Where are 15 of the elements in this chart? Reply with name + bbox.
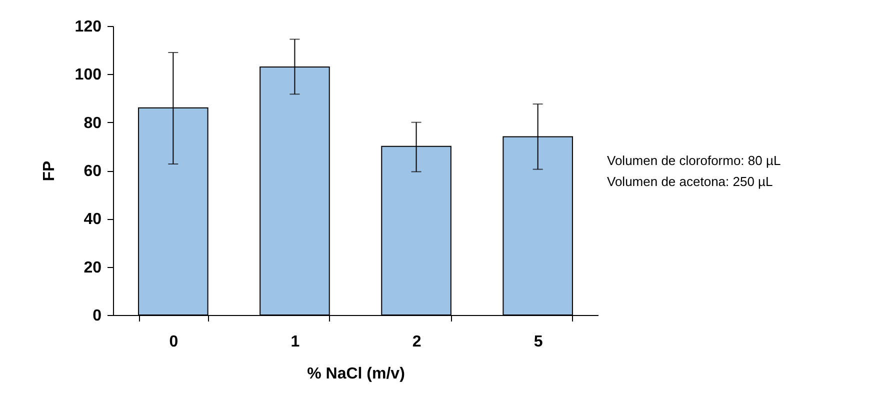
y-axis-title: FP	[40, 160, 58, 182]
y-tick-label: 120	[74, 18, 102, 36]
y-tick-label: 60	[84, 163, 102, 180]
text: Volumen de cloroformo: 80 µL	[607, 152, 781, 170]
y-tick-label: 100	[74, 66, 102, 84]
y-tick-label: 20	[84, 259, 102, 276]
x-tick-label: 1	[290, 334, 300, 350]
y-tick-label: 40	[84, 211, 102, 228]
text: Volumen de acetona: 250 µL	[607, 173, 774, 191]
x-tick-label: 2	[412, 334, 422, 350]
x-tick-label: 0	[169, 334, 178, 350]
y-tick-label: 80	[84, 114, 102, 132]
y-tick-label: 0	[92, 308, 102, 324]
x-tick-label: 5	[534, 334, 543, 350]
x-axis-title: % NaCl (m/v)	[307, 366, 405, 382]
